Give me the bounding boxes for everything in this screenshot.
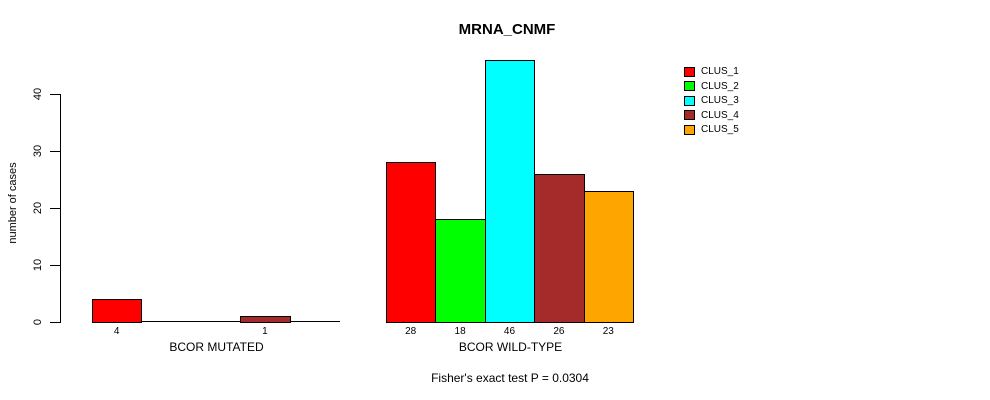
legend-swatch bbox=[684, 124, 695, 135]
bar-value-label: 28 bbox=[405, 326, 417, 337]
bar bbox=[92, 299, 143, 323]
bar-value-label: 46 bbox=[503, 326, 516, 337]
bar-value-label: 23 bbox=[602, 326, 614, 337]
bar-value-label: 1 bbox=[262, 326, 268, 337]
y-tick bbox=[50, 151, 60, 152]
bar-value-label: 26 bbox=[553, 326, 565, 337]
y-tick-label: 40 bbox=[32, 87, 44, 101]
y-tick bbox=[50, 322, 60, 323]
y-axis-line bbox=[60, 94, 61, 323]
y-tick-label: 30 bbox=[32, 144, 44, 158]
y-tick-label: 0 bbox=[32, 318, 44, 326]
legend-swatch bbox=[684, 110, 695, 120]
legend-label: CLUS_1 bbox=[701, 66, 739, 77]
group-label: BCOR MUTATED bbox=[169, 340, 264, 354]
y-tick-label: 10 bbox=[32, 258, 44, 272]
zero-bar bbox=[141, 321, 192, 322]
zero-bar bbox=[289, 321, 340, 322]
bar bbox=[583, 190, 634, 323]
fisher-test-annotation: Fisher's exact test P = 0.0304 bbox=[431, 371, 589, 385]
chart-title: MRNA_CNMF bbox=[458, 21, 556, 38]
legend-item: CLUS_4 bbox=[684, 109, 739, 122]
legend-label: CLUS_2 bbox=[701, 80, 739, 92]
bar-value-label: 18 bbox=[454, 326, 466, 337]
bar bbox=[240, 316, 291, 323]
y-tick bbox=[50, 94, 60, 95]
legend-item: CLUS_5 bbox=[684, 123, 739, 136]
bar bbox=[386, 162, 437, 323]
y-axis-title: number of cases bbox=[7, 162, 19, 244]
y-tick bbox=[50, 265, 60, 266]
legend-item: CLUS_1 bbox=[684, 65, 739, 78]
legend-item: CLUS_2 bbox=[684, 80, 739, 93]
legend-item: CLUS_3 bbox=[684, 94, 739, 107]
legend-swatch bbox=[684, 81, 695, 91]
bar bbox=[484, 59, 536, 323]
bar bbox=[534, 173, 585, 323]
legend-label: CLUS_4 bbox=[701, 109, 739, 121]
legend-swatch bbox=[684, 95, 695, 106]
y-tick bbox=[50, 208, 60, 209]
legend-label: CLUS_5 bbox=[701, 124, 739, 135]
group-label: BCOR WILD-TYPE bbox=[458, 340, 563, 354]
y-tick-label: 20 bbox=[32, 201, 44, 215]
bar-value-label: 4 bbox=[113, 326, 120, 337]
legend-swatch bbox=[684, 66, 695, 77]
zero-bar bbox=[190, 321, 242, 322]
legend-label: CLUS_3 bbox=[701, 95, 739, 106]
bar bbox=[435, 219, 486, 323]
